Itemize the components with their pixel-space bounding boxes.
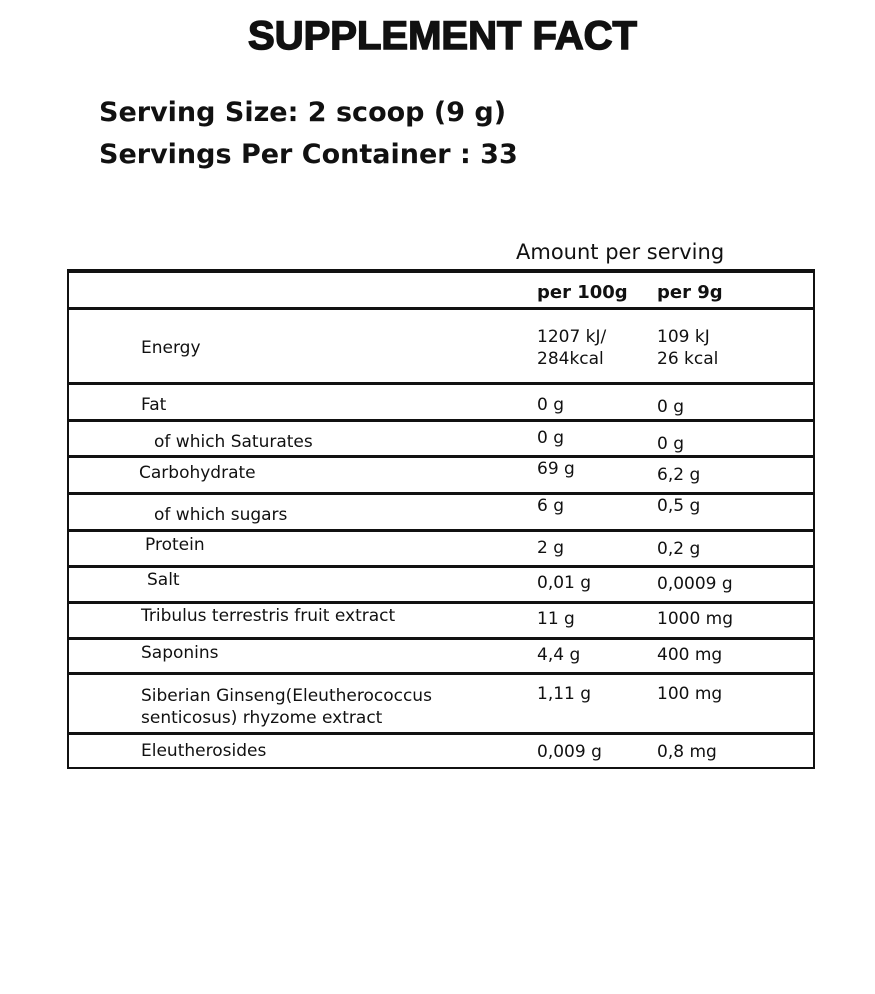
value-per-serving: 6,2 g [657,465,701,485]
nutrition-table: per 100g per 9g Energy 1207 kJ/ 284kcal 10… [67,269,815,769]
table-row: Eleutherosides 0,009 g 0,8 mg [69,735,813,767]
nutrient-label: Salt [147,570,180,590]
table-header-row: per 100g per 9g [69,273,813,310]
nutrient-label: Protein [145,535,205,555]
value-per-100g: 1207 kJ/ 284kcal [537,327,607,369]
value-per-100g: 4,4 g [537,645,581,665]
table-row: of which sugars 6 g 0,5 g [69,495,813,532]
table-row: Fat 0 g 0 g [69,385,813,422]
table-row: Tribulus terrestris fruit extract 11 g 100… [69,604,813,640]
value-per-serving: 0 g [657,434,685,454]
value-per-serving: 100 mg [657,684,723,704]
value-per-serving: 1000 mg [657,609,734,629]
nutrient-label: of which Saturates [154,432,313,452]
nutrient-label: of which sugars [154,505,288,525]
value-per-100g: 2 g [537,538,565,558]
value-per-100g: 0,01 g [537,573,592,593]
nutrient-label: Tribulus terrestris fruit extract [141,606,396,626]
value-per-serving: 109 kJ 26 kcal [657,327,719,369]
value-per-100g: 69 g [537,459,575,479]
value-per-serving: 0,2 g [657,539,701,559]
value-per-serving: 0 g [657,397,685,417]
value-per-serving: 400 mg [657,645,723,665]
nutrient-label: Saponins [141,643,219,663]
table-row: Energy 1207 kJ/ 284kcal 109 kJ 26 kcal [69,310,813,385]
amount-per-serving-header: Amount per serving [516,240,725,264]
nutrient-label: Eleutherosides [141,741,267,761]
nutrient-label: Energy [141,338,201,358]
value-per-100g: 1,11 g [537,684,592,704]
value-per-serving: 0,5 g [657,496,701,516]
table-row: Salt 0,01 g 0,0009 g [69,568,813,604]
table-row: Saponins 4,4 g 400 mg [69,640,813,675]
nutrient-label: Siberian Ginseng(Eleutherococcus sentico… [141,686,432,728]
column-header-per-100g: per 100g [537,282,628,303]
servings-per-container: Servings Per Container : 33 [99,139,518,170]
table-row: Carbohydrate 69 g 6,2 g [69,458,813,495]
value-per-100g: 0 g [537,395,565,415]
value-per-100g: 0 g [537,428,565,448]
value-per-serving: 0,0009 g [657,574,733,594]
value-per-100g: 11 g [537,609,575,629]
nutrient-label: Fat [141,395,167,415]
column-header-per-serving: per 9g [657,282,723,303]
table-row: of which Saturates 0 g 0 g [69,422,813,458]
serving-size: Serving Size: 2 scoop (9 g) [99,97,507,128]
table-row: Protein 2 g 0,2 g [69,532,813,568]
table-row: Siberian Ginseng(Eleutherococcus sentico… [69,675,813,735]
value-per-100g: 0,009 g [537,742,602,762]
value-per-100g: 6 g [537,496,565,516]
value-per-serving: 0,8 mg [657,742,717,762]
page-title: SUPPLEMENT FACT [247,13,637,59]
nutrient-label: Carbohydrate [139,463,256,483]
